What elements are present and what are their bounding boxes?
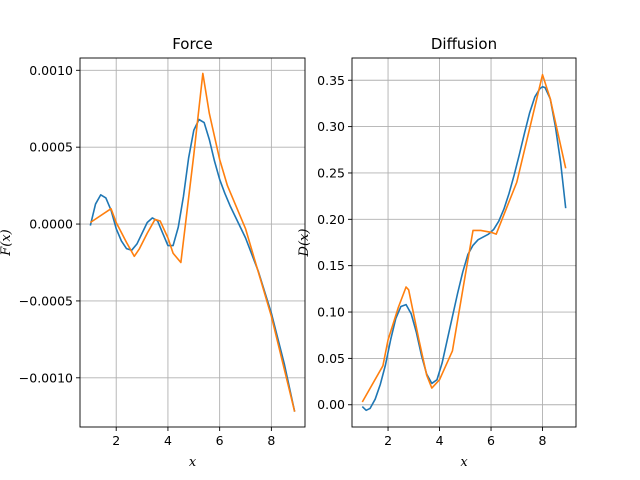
diffusion-y-tick-label: 0.25: [317, 165, 345, 180]
diffusion-x-tick-label: 4: [436, 433, 444, 448]
diffusion-y-tick-label: 0.30: [317, 119, 345, 134]
diffusion-x-tick-label: 6: [487, 433, 495, 448]
force-x-axis-label: x: [189, 455, 197, 470]
force-x-tick-label: 8: [267, 433, 275, 448]
force-y-tick-label: −0.0005: [19, 293, 73, 308]
diffusion-series-2-line: [361, 73, 567, 403]
diffusion-series-1-line: [361, 85, 567, 412]
diffusion-y-tick-label: 0.05: [317, 351, 345, 366]
diffusion-y-tick-label: 0.15: [317, 258, 345, 273]
diffusion-title: Diffusion: [431, 35, 497, 53]
diffusion-x-tick-label: 2: [384, 433, 392, 448]
diffusion-y-tick-label: 0.10: [317, 305, 345, 320]
force-title: Force: [172, 35, 213, 53]
diffusion-y-axis-label: D(x): [297, 229, 312, 258]
force-y-tick-label: 0.0005: [29, 140, 73, 155]
diffusion-y-tick-label: 0.35: [317, 73, 345, 88]
force-axes-frame: [79, 57, 306, 428]
diffusion-x-axis-label: x: [460, 455, 468, 470]
force-y-tick-label: 0.0000: [29, 217, 73, 232]
force-y-tick-label: −0.0010: [19, 370, 73, 385]
force-y-axis-label: F(x): [0, 229, 14, 257]
force-series-1-line: [89, 118, 296, 412]
force-x-tick-label: 2: [112, 433, 120, 448]
diffusion-y-tick-label: 0.00: [317, 397, 345, 412]
diffusion-y-tick-label: 0.20: [317, 212, 345, 227]
force-y-tick-label: 0.0010: [29, 63, 73, 78]
diffusion-x-tick-label: 8: [539, 433, 547, 448]
force-x-tick-label: 4: [164, 433, 172, 448]
force-series-2-line: [89, 72, 296, 412]
diffusion-panel: 2 4 6 8 0.00 0.05 0.10 0.15 0.20 0.25 0.30 0.35 Diff…: [297, 35, 577, 470]
force-panel: 2 4 6 8 −0.0010 −0.0005 0.0000 0.0005 0.0010 Forc…: [0, 35, 306, 470]
force-x-tick-label: 6: [216, 433, 224, 448]
diffusion-axes-frame: [351, 57, 577, 428]
